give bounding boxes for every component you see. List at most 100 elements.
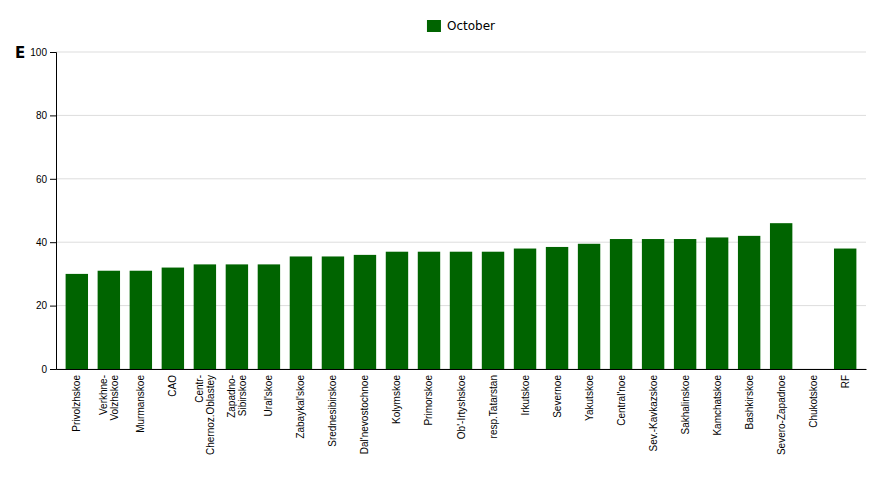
bar [354,255,376,369]
grid-line [56,52,866,53]
y-tick-label: 0 [41,364,47,375]
bar [162,268,184,369]
bar [546,247,568,369]
x-tick-label-line: Primorskoe [423,375,434,426]
x-tick: Dal'nevostochnoe [359,369,370,454]
y-tick-mark [50,369,56,370]
y-axis-title: E [15,44,25,62]
x-tick-label-line: Zapadno- [226,375,237,418]
x-tick-label: Ob'-Irtyshskoe [456,375,467,440]
x-tick-label-line: Bashkirskoe [744,375,755,430]
grid-line [56,115,866,116]
bar [290,256,312,369]
x-tick: Murmanskoe [135,369,146,433]
x-tick-label-line: Centr- [194,375,205,403]
x-tick-label-line: Sev.-Kavkazskoe [648,375,659,452]
x-tick: Verkhne-Volzhskoe [98,369,120,421]
x-tick-label-line: Severnoe [552,375,563,418]
y-tick: 60 [36,174,56,185]
x-tick: RF [840,369,851,388]
x-tick-label: CAO [167,375,178,397]
x-tick: Zapadno-Sibirskoe [226,369,248,418]
x-tick-label-line: Volzhskoe [109,375,120,421]
x-tick: resp.Tatarstan [488,369,499,438]
bar [98,271,120,369]
y-tick-label: 100 [30,47,47,58]
y-tick-label: 60 [36,174,48,185]
x-tick-label: Srednesibirskoe [327,375,338,447]
legend-label: October [447,19,495,33]
y-tick-label: 40 [36,237,48,248]
x-tick: Severo-Zapadnoe [776,369,787,455]
x-tick: Bashkirskoe [744,369,755,429]
x-tick-label-line: Privolzhskoe [71,375,82,432]
x-tick-label: Verkhne-Volzhskoe [98,375,120,421]
bar [386,252,408,369]
x-tick-label: Severnoe [552,375,563,418]
x-tick-label: resp.Tatarstan [488,375,499,438]
bar [418,252,440,369]
x-tick-label: Primorskoe [423,375,434,426]
y-axis: 020406080100 [30,47,56,375]
x-tick-label-line: Kamchatskoe [712,375,723,436]
y-tick-label: 80 [36,110,48,121]
x-tick-label-line: Chernoz.Oblastey [205,375,216,455]
x-tick-label-line: Severo-Zapadnoe [776,375,787,455]
x-tick-label: Murmanskoe [135,375,146,433]
bar [514,249,536,369]
bar [258,264,280,369]
bar [226,264,248,369]
x-tick-label-line: Ural'skoe [263,375,274,417]
bar [770,223,792,369]
x-tick: Primorskoe [423,369,434,426]
x-tick-label-line: RF [840,375,851,388]
x-tick-label: Dal'nevostochnoe [359,375,370,455]
x-tick-label-line: resp.Tatarstan [488,375,499,438]
bar [642,239,664,369]
bars [66,223,857,369]
x-tick-label: Bashkirskoe [744,375,755,430]
bar [66,274,88,369]
x-tick-label: Yakutskoe [584,375,595,421]
x-tick-label-line: Zabaykal'skoe [295,375,306,439]
x-tick: Centr-Chernoz.Oblastey [194,369,216,455]
x-tick: Zabaykal'skoe [295,369,306,439]
x-tick-label: Irkutskoe [520,375,531,416]
bar [482,252,504,369]
x-axis: Privolzhskoe Verkhne-Volzhskoe Murmanskoe C… [57,369,867,455]
x-tick-label-line: Sibirskoe [237,375,248,417]
x-tick-label-line: Sakhalinskoe [680,375,691,435]
x-tick-label: Kolymskoe [391,375,402,424]
y-tick-mark [50,306,56,307]
x-tick-label: Central'noe [616,375,627,426]
y-tick-mark [50,52,56,53]
x-tick: Severnoe [552,369,563,418]
x-tick-label-line: Yakutskoe [584,375,595,421]
x-tick-label-line: Ob'-Irtyshskoe [456,375,467,440]
x-tick-label: Chukotskoe [808,375,819,428]
bar [610,239,632,369]
y-tick-mark [50,242,56,243]
x-tick-label: Sakhalinskoe [680,375,691,435]
x-tick-label: Sev.-Kavkazskoe [648,375,659,452]
x-tick-label-line: Srednesibirskoe [327,375,338,447]
x-tick: Irkutskoe [520,369,531,416]
x-tick-label-line: Chukotskoe [808,375,819,428]
y-tick-mark [50,179,56,180]
bar [674,239,696,369]
x-tick-label-line: Verkhne- [98,375,109,415]
x-tick: Yakutskoe [584,369,595,421]
bar [322,256,344,369]
plot: 020406080100PrivolzhskoeVerkhne-Volzhsko… [30,47,866,455]
x-tick-label-line: Murmanskoe [135,375,146,433]
x-tick-label: Ural'skoe [263,375,274,417]
x-tick-label: RF [840,375,851,388]
x-tick: Kolymskoe [391,369,402,424]
grid [56,52,866,369]
bar [802,369,824,370]
y-axis-line [50,53,57,370]
x-tick: Kamchatskoe [712,369,723,436]
x-tick: Sakhalinskoe [680,369,691,434]
x-tick-label-line: Irkutskoe [520,375,531,416]
y-tick: 100 [30,47,56,58]
